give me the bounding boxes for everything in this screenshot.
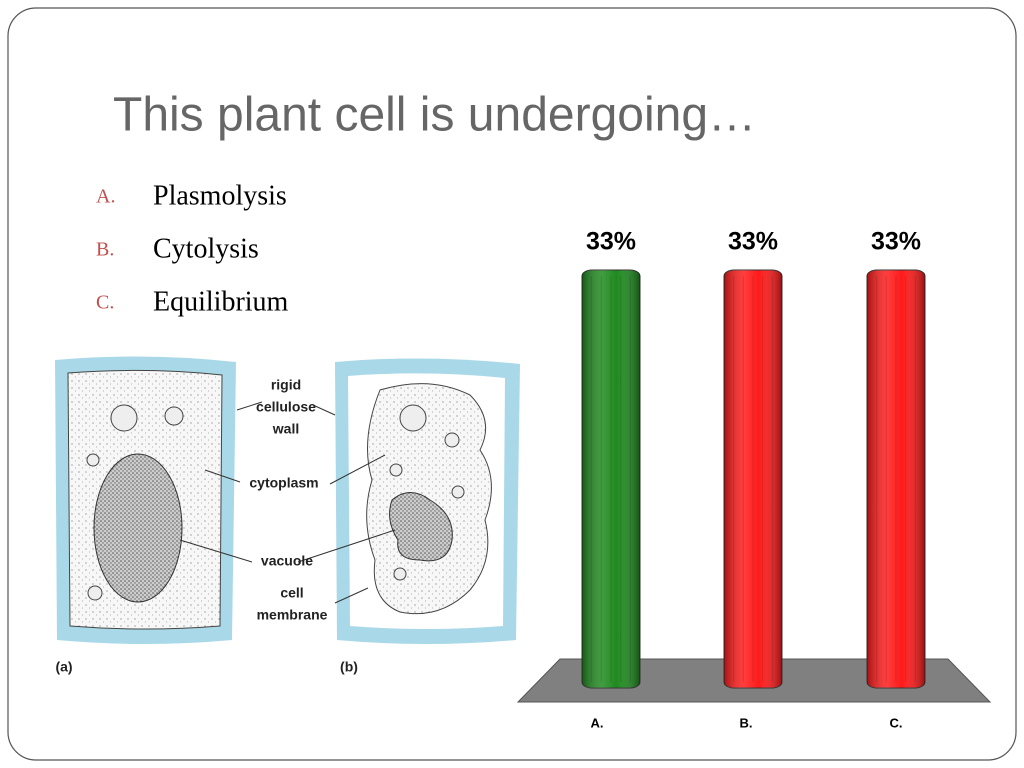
bar-shade bbox=[582, 270, 640, 688]
organelle bbox=[110, 404, 138, 432]
x-tick-label: A. bbox=[591, 715, 604, 730]
diagram-label: cell bbox=[280, 585, 303, 601]
diagram-label: cellulose bbox=[256, 399, 316, 415]
organelle bbox=[393, 567, 407, 581]
organelle bbox=[444, 432, 460, 448]
option-text: Cytolysis bbox=[153, 233, 259, 264]
organelle bbox=[164, 406, 184, 426]
diagram-label: vacuole bbox=[261, 553, 313, 569]
diagram-label: membrane bbox=[257, 607, 328, 623]
cell-diagram: rigid cellulose wall cytoplasm vacuole cell me… bbox=[55, 356, 520, 675]
x-tick-label: B. bbox=[740, 715, 753, 730]
organelle bbox=[86, 453, 100, 467]
option-letter: C. bbox=[96, 292, 114, 314]
option-letter: B. bbox=[96, 239, 114, 261]
value-label: 33% bbox=[871, 228, 921, 256]
organelle bbox=[399, 404, 427, 432]
value-label: 33% bbox=[586, 228, 636, 256]
diagram-label: wall bbox=[272, 421, 299, 437]
chart: 33% A. 33% B. 33% C. bbox=[581, 228, 926, 730]
organelle bbox=[451, 485, 465, 499]
panel-label: (a) bbox=[55, 659, 72, 675]
bar-shade bbox=[724, 270, 782, 688]
slide-title: This plant cell is undergoing… bbox=[113, 89, 756, 142]
organelle bbox=[389, 463, 403, 477]
value-label: 33% bbox=[728, 228, 778, 256]
organelle bbox=[87, 585, 103, 601]
vacuole-b bbox=[389, 492, 453, 562]
options: A. Plasmolysis B. Cytolysis C. Equilibrium bbox=[96, 180, 289, 317]
vacuole-a bbox=[93, 453, 183, 603]
option-letter: A. bbox=[96, 186, 115, 208]
diagram-label: rigid bbox=[271, 377, 301, 393]
panel-label: (b) bbox=[340, 659, 358, 675]
option-text: Plasmolysis bbox=[153, 180, 287, 211]
bar-shade bbox=[867, 270, 925, 688]
option-text: Equilibrium bbox=[153, 286, 289, 317]
diagram-labels: rigid cellulose wall cytoplasm vacuole cell me… bbox=[55, 377, 358, 675]
diagram-label: cytoplasm bbox=[249, 475, 318, 491]
x-tick-label: C. bbox=[890, 715, 903, 730]
cytoplasm-b bbox=[366, 383, 492, 615]
leader-lines bbox=[179, 401, 396, 604]
